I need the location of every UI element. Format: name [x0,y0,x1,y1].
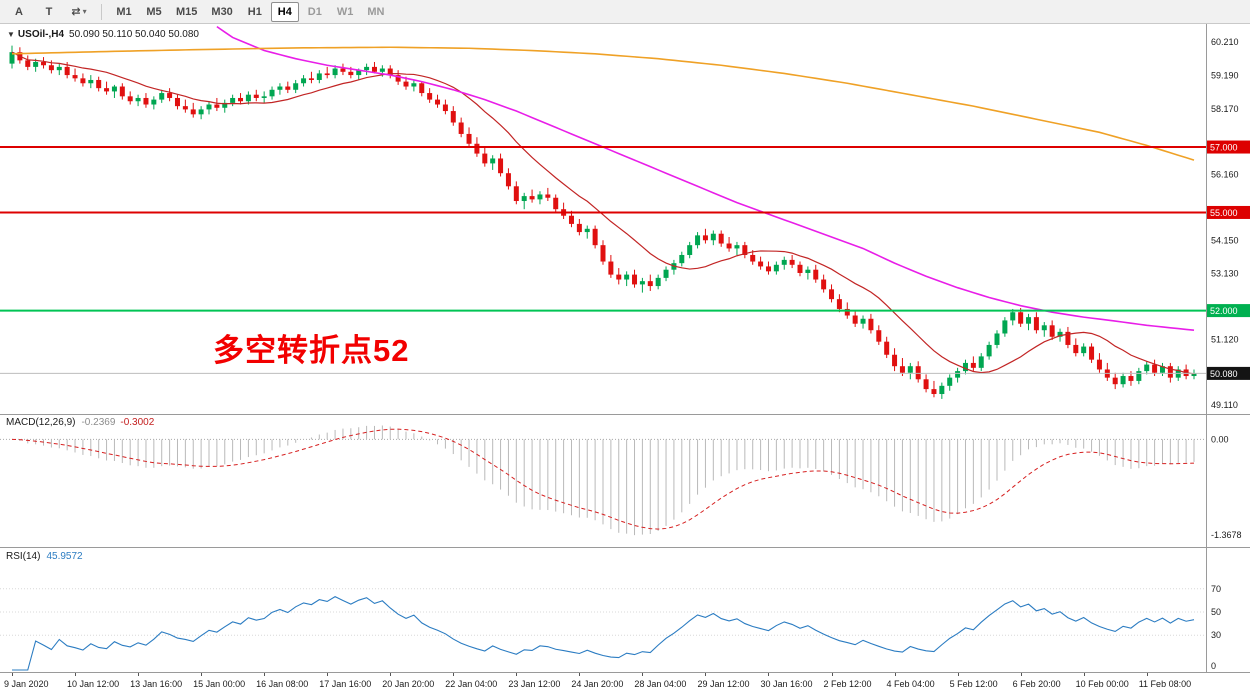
time-axis-tick [75,673,77,676]
time-axis-label: 30 Jan 16:00 [760,679,813,689]
timeframe-button-d1[interactable]: D1 [307,5,322,18]
timeframe-button-m30[interactable]: M30 [211,5,233,18]
y-axis-tick: 54.150 [1211,235,1239,245]
current-price-line-tag [1207,366,1250,380]
time-axis-tick [579,673,581,676]
chart-dropdown-icon[interactable]: ▼ [7,30,15,39]
macd-indicator-label: MACD(12,26,9) -0.2369 -0.3002 [6,417,154,428]
current-price-line-tag-label: 50.080 [1210,369,1238,379]
time-axis-tick [705,673,707,676]
time-axis-tick [138,673,140,676]
y-axis-tick: 49.110 [1211,400,1238,410]
time-axis-label: 23 Jan 12:00 [508,679,561,689]
time-axis-label: 6 Feb 20:00 [1012,679,1061,689]
time-axis-tick [453,673,455,676]
support-line-52-tag [1207,304,1250,318]
objects-tool-button[interactable]: ⇄ ▾ [71,6,87,18]
toolbar-separator [101,3,102,20]
timeframe-button-m15[interactable]: M15 [176,5,198,18]
rsi-value: 45.9572 [46,551,83,562]
rsi-axis-tick: 0 [1211,661,1216,671]
time-axis-tick [390,673,392,676]
symbol-text: USOil-,H4 [17,29,65,40]
resistance-line-57-tag-label: 57.000 [1210,143,1238,153]
macd-main-value: -0.2369 [81,417,116,428]
time-axis-label: 10 Feb 00:00 [1075,679,1129,689]
rsi-axis-tick: 50 [1211,607,1221,617]
ma-fast-line [11,51,1195,375]
y-axis-tick: 53.130 [1211,269,1239,279]
time-axis-tick [768,673,770,676]
toolbar: A T ⇄ ▾ M1 M5 M15 M30 H1 H4 D1 W1 MN [0,0,1250,24]
ma-slow-line [11,46,1195,161]
candlestick-series [9,25,1197,399]
time-axis-tick [1083,673,1085,676]
time-axis-tick [264,673,266,676]
timeframe-button-h1[interactable]: H1 [247,5,262,18]
ma-mid-line [216,25,1195,332]
rsi-axis-tick: 70 [1211,584,1221,594]
chart-symbol-label: ▼ USOil-,H4 50.090 50.110 50.040 50.080 [7,29,199,40]
support-line-52-tag-label: 52.000 [1210,306,1238,316]
rsi-axis-tick: 30 [1211,630,1221,640]
macd-histogram [19,425,1195,536]
macd-axis-zero-label: 0.00 [1211,434,1229,444]
time-axis-tick [201,673,203,676]
time-axis-tick [516,673,518,676]
dropdown-caret-icon: ▾ [82,7,87,16]
time-axis-label: 16 Jan 08:00 [256,679,309,689]
ohlc-text: 50.090 50.110 50.040 50.080 [69,29,199,40]
macd-axis-min-label: -1.3678 [1211,530,1242,540]
time-axis-label: 22 Jan 04:00 [445,679,498,689]
resistance-line-55-tag [1207,205,1250,219]
timeframe-button-h4[interactable]: H4 [270,1,299,22]
text-tool-button[interactable]: T [45,5,53,18]
chart-annotation-text[interactable]: 多空转折点52 [213,333,410,368]
time-axis-tick [642,673,644,676]
timeframe-button-m5[interactable]: M5 [146,5,162,18]
rsi-indicator-label: RSI(14) 45.9572 [6,551,83,562]
y-axis-tick: 58.170 [1211,104,1239,114]
time-axis-tick [1146,673,1148,676]
time-axis-label: 9 Jan 2020 [4,679,49,689]
time-axis: 9 Jan 2020 10 Jan 12:00 13 Jan 16:00 15 Jan… [0,672,1250,696]
time-axis-label: 13 Jan 16:00 [130,679,183,689]
time-axis-tick [894,673,896,676]
time-axis-label: 5 Feb 12:00 [949,679,998,689]
rsi-line [12,596,1195,671]
macd-name: MACD(12,26,9) [6,417,76,428]
resistance-line-55-tag-label: 55.000 [1210,208,1238,218]
time-axis-label: 2 Feb 12:00 [823,679,872,689]
macd-signal-line [11,428,1195,530]
timeframe-button-w1[interactable]: W1 [336,5,354,18]
time-axis-label: 24 Jan 20:00 [571,679,624,689]
timeframe-button-mn[interactable]: MN [367,5,385,18]
chart-plot-area[interactable]: 60.210 59.190 58.170 56.160 54.150 53.130 51.1… [0,24,1250,672]
time-axis-tick [12,673,13,676]
y-axis-tick: 60.210 [1211,37,1239,47]
resistance-line-57-tag [1207,140,1250,154]
macd-signal-value: -0.3002 [120,417,155,428]
time-axis-label: 17 Jan 16:00 [319,679,372,689]
time-axis-tick [327,673,329,676]
y-axis-tick: 59.190 [1211,70,1239,80]
timeframe-button-m1[interactable]: M1 [116,5,132,18]
time-axis-label: 15 Jan 00:00 [193,679,246,689]
time-axis-tick [831,673,833,676]
time-axis-label: 20 Jan 20:00 [382,679,435,689]
time-axis-label: 4 Feb 04:00 [886,679,935,689]
annotate-text-tool-button[interactable]: A [15,5,23,18]
y-axis-tick: 56.160 [1211,170,1239,180]
time-axis-label: 29 Jan 12:00 [697,679,750,689]
time-axis-tick [957,673,959,676]
time-axis-label: 10 Jan 12:00 [67,679,120,689]
time-axis-tick [1020,673,1022,676]
rsi-name: RSI(14) [6,551,41,562]
time-axis-label: 28 Jan 04:00 [634,679,687,689]
y-axis-tick: 51.120 [1211,334,1239,344]
time-axis-label: 11 Feb 08:00 [1138,679,1192,689]
